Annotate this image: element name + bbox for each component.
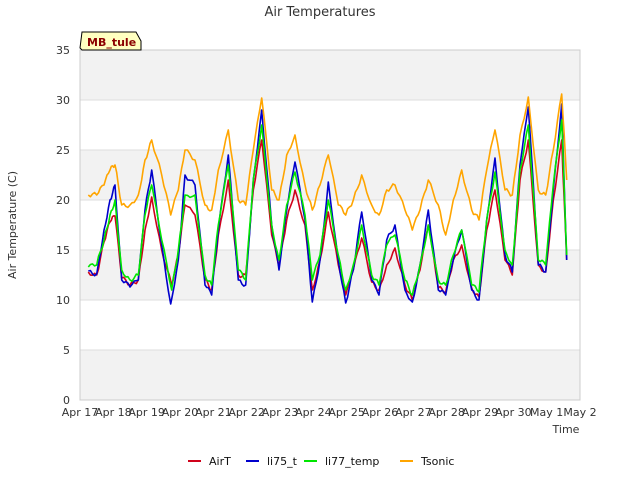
x-tick-label: Apr 22 — [228, 406, 265, 419]
x-tick-label: Apr 28 — [428, 406, 465, 419]
site-label-background — [79, 31, 142, 51]
x-tick-label: Apr 19 — [128, 406, 165, 419]
plot-background — [80, 50, 580, 400]
y-tick-label: 25 — [56, 144, 70, 157]
legend: AirT li75_t li77_temp Tsonic — [188, 455, 454, 468]
x-tick-label: Apr 23 — [262, 406, 299, 419]
x-tick-label: Apr 17 — [62, 406, 99, 419]
y-tick-label: 15 — [56, 244, 70, 257]
chart-title: Air Temperatures — [264, 5, 375, 20]
x-tick-label: Apr 27 — [395, 406, 432, 419]
series-line-li77-temp — [87, 119, 568, 296]
y-tick-label: 10 — [56, 294, 70, 307]
series-line-airt — [87, 139, 568, 301]
x-tick-label: Apr 25 — [328, 406, 365, 419]
site-label: MB_tule — [87, 36, 136, 49]
x-tick-label: Apr 26 — [362, 406, 399, 419]
x-tick-label: May 2 — [563, 406, 596, 419]
legend-label: li77_temp — [325, 455, 379, 468]
legend-label: AirT — [209, 455, 231, 468]
plot-band — [80, 350, 580, 400]
y-axis-title: Air Temperature (C) — [6, 171, 19, 279]
y-tick-label: 30 — [56, 94, 70, 107]
gridlines — [79, 49, 581, 401]
legend-label: Tsonic — [420, 455, 454, 468]
x-tick-label: Apr 29 — [462, 406, 499, 419]
legend-label: li75_t — [267, 455, 298, 468]
x-tick-label: Apr 18 — [95, 406, 132, 419]
x-axis-title: Time — [552, 423, 580, 436]
y-tick-label: 0 — [63, 394, 70, 407]
x-tick-label: Apr 21 — [195, 406, 232, 419]
x-tick-label: May 1 — [530, 406, 563, 419]
series-lines — [87, 93, 568, 305]
y-tick-label: 35 — [56, 44, 70, 57]
site-label-box: MB_tule — [79, 31, 142, 51]
series-line-tsonic — [87, 93, 568, 236]
x-tick-label: Apr 24 — [295, 406, 332, 419]
plot-band — [80, 50, 580, 100]
y-tick-label: 5 — [63, 344, 70, 357]
y-tick-labels: 0 5 10 15 20 25 30 35 — [56, 44, 70, 407]
x-tick-label: Apr 30 — [495, 406, 532, 419]
y-tick-label: 20 — [56, 194, 70, 207]
x-tick-label: Apr 20 — [162, 406, 199, 419]
plot-border — [79, 49, 581, 401]
